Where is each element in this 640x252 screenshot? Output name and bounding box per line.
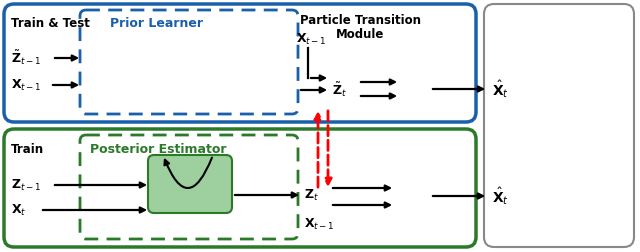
Text: $\hat{\mathbf{X}}_t$: $\hat{\mathbf{X}}_t$ [492,78,509,100]
Text: $\mathbf{X}_{t-1}$: $\mathbf{X}_{t-1}$ [11,77,42,92]
FancyBboxPatch shape [80,10,298,114]
Text: $\tilde{\mathbf{Z}}_{t-1}$: $\tilde{\mathbf{Z}}_{t-1}$ [11,49,41,67]
FancyBboxPatch shape [148,155,232,213]
Text: Train & Test: Train & Test [11,17,90,30]
Text: Module: Module [336,28,384,41]
Text: Particle Transition: Particle Transition [300,14,420,27]
Text: $\mathbf{X}_{t-1}$: $\mathbf{X}_{t-1}$ [296,32,326,47]
FancyBboxPatch shape [484,4,634,247]
Text: $\mathbf{X}_t$: $\mathbf{X}_t$ [11,202,26,217]
Text: $\mathbf{Z}_t$: $\mathbf{Z}_t$ [304,187,319,203]
FancyBboxPatch shape [4,129,476,247]
Text: $\mathbf{Z}_{t-1}$: $\mathbf{Z}_{t-1}$ [11,177,41,193]
Text: $\mathbf{X}_{t-1}$: $\mathbf{X}_{t-1}$ [304,217,335,232]
Text: Posterior Estimator: Posterior Estimator [90,143,227,156]
FancyBboxPatch shape [80,135,298,239]
Text: $\hat{\mathbf{X}}_t$: $\hat{\mathbf{X}}_t$ [492,185,509,207]
Text: $\mathbf{GRU}_\xi$: $\mathbf{GRU}_\xi$ [170,175,211,193]
Text: Prior Learner: Prior Learner [110,17,203,30]
Text: Train: Train [11,143,44,156]
Text: $\tilde{\mathbf{Z}}_t$: $\tilde{\mathbf{Z}}_t$ [332,81,347,99]
FancyBboxPatch shape [4,4,476,122]
